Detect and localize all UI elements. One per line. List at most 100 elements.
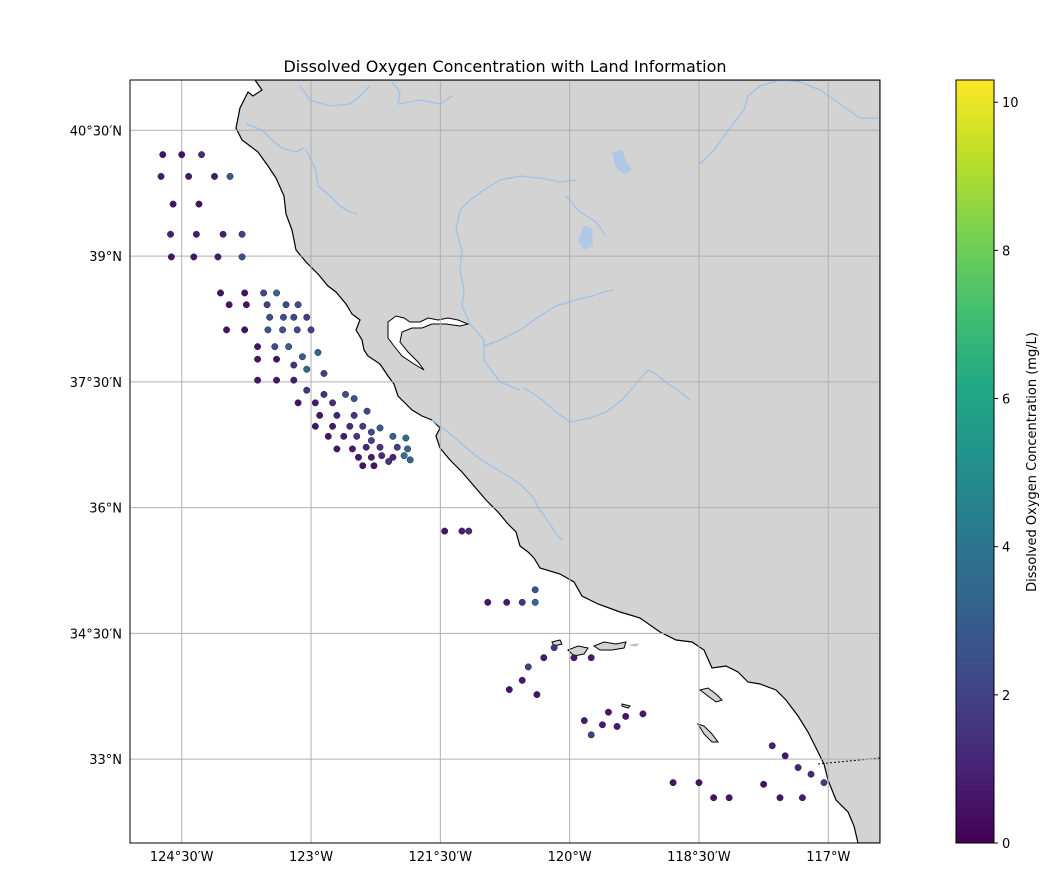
data-point [622,712,630,720]
colorbar-tick-label: 2 [1002,689,1010,704]
data-point [279,313,287,321]
data-point [400,452,408,460]
data-point [169,200,177,208]
data-point [294,301,302,309]
data-point [316,411,324,419]
data-point [695,779,703,787]
data-point [290,361,298,369]
data-point [350,411,358,419]
data-point [198,151,206,159]
data-point [580,717,588,725]
data-point [192,230,200,238]
data-point [185,172,193,180]
data-point [367,453,375,461]
data-point [524,663,532,671]
data-point [238,253,246,261]
data-point [241,289,249,297]
rivers [245,80,880,541]
data-point [359,462,367,470]
data-point [263,301,271,309]
data-point [225,301,233,309]
data-point [238,230,246,238]
lat-tick-label: 36°N [89,502,122,517]
data-point [285,343,293,351]
data-point [639,710,647,718]
data-point [350,395,358,403]
data-point [794,764,802,771]
data-point [348,445,356,453]
data-point [333,411,341,419]
data-point [404,445,412,453]
data-point [776,794,784,802]
data-points [157,151,828,802]
data-point [307,326,315,334]
data-point [254,343,262,351]
data-point [587,731,595,739]
data-point [725,794,733,802]
lat-tick-label: 39°N [89,250,122,265]
data-point [570,654,578,662]
data-point [367,428,375,436]
data-point [329,422,337,430]
lon-tick-label: 123°W [289,850,333,865]
data-point [303,313,311,321]
data-point [710,794,718,802]
colorbar-gradient [955,79,995,844]
colorbar-tick-label: 10 [1002,96,1019,111]
data-point [598,721,606,729]
data-point [781,752,789,760]
data-point [669,779,677,787]
data-point [505,686,513,694]
data-point [340,432,348,440]
data-point [294,399,302,407]
sf-bay [387,315,470,371]
data-point [550,644,558,652]
lon-tick-label: 117°W [806,850,850,865]
data-point [241,326,249,334]
lat-tick-label: 40°30′N [70,124,122,139]
data-point [264,326,272,334]
data-point [518,676,526,684]
data-point [346,422,354,430]
data-point [314,349,322,356]
data-point [376,424,384,432]
data-point [214,253,222,261]
data-point [441,527,449,535]
data-point [266,313,274,321]
data-point [378,452,386,460]
data-point [298,353,306,361]
island-santa-cruz [592,641,627,651]
data-point [190,253,198,261]
data-point [760,780,768,788]
data-point [223,326,231,334]
lat-tick-label: 33°N [89,753,122,768]
lon-tick-label: 118°30′W [667,850,731,865]
data-point [531,598,539,606]
data-point [211,172,218,180]
data-point [406,456,414,464]
data-point [533,691,541,699]
map-panel [130,80,880,843]
data-point [303,365,311,373]
data-point [167,253,175,261]
data-point [159,151,167,159]
data-point [376,443,384,451]
data-point [363,407,371,415]
data-point [353,432,361,440]
data-point [290,313,298,321]
data-point [226,172,234,180]
data-point [807,770,815,778]
data-point [273,355,281,363]
data-point [311,422,319,430]
data-point [465,527,473,535]
data-point [333,445,341,453]
data-point [540,654,548,662]
data-point [273,289,281,297]
lat-tick-label: 37°30′N [70,376,122,391]
data-point [613,723,621,730]
colorbar-ticks: 0 2 4 6 8 10 [994,96,1019,852]
lon-tick-label: 124°30′W [150,850,214,865]
island-san-clemente [696,723,719,743]
data-point [254,355,262,363]
latitude-tick-labels: 40°30′N 39°N 37°30′N 36°N 34°30′N 33°N [70,124,122,768]
